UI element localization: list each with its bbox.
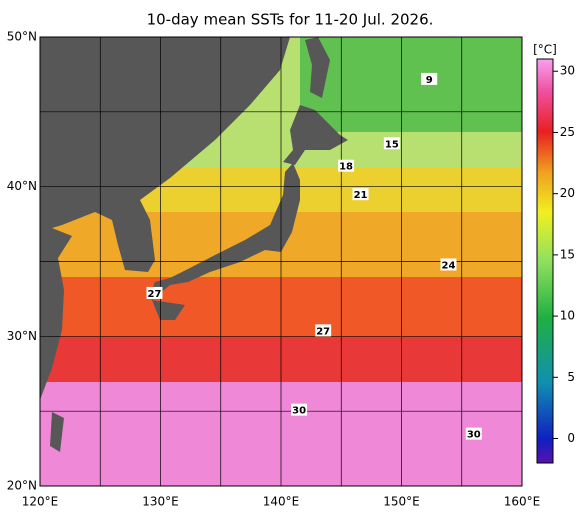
contour-label-box	[421, 72, 438, 85]
contour-label-box	[315, 324, 332, 337]
x-tick-label: 140°E	[263, 495, 300, 509]
contour-label-box	[383, 137, 400, 150]
y-tick-label: 20°N	[7, 479, 37, 493]
contour-label: 30	[467, 430, 481, 441]
contour-label: 27	[316, 326, 330, 337]
contour-label-box	[465, 427, 482, 440]
contour-label: 18	[339, 162, 353, 173]
contour-label: 15	[385, 139, 399, 150]
contour-label: 24	[442, 260, 456, 271]
land	[150, 163, 300, 320]
y-tick-label: 40°N	[7, 179, 37, 193]
x-tick-label: 160°E	[504, 495, 541, 509]
contour-label-box	[146, 286, 163, 299]
land	[305, 37, 330, 98]
contour-label: 21	[354, 190, 368, 201]
land	[40, 37, 290, 400]
colorbar	[536, 58, 554, 464]
contour-label-box	[440, 258, 457, 271]
contour-label-box	[338, 159, 355, 172]
colorbar-tick-label: 30	[560, 64, 575, 78]
land	[283, 105, 348, 165]
map-title: 10-day mean SSTs for 11-20 Jul. 2026.	[147, 11, 434, 29]
colorbar-tick-label: 15	[560, 247, 575, 261]
sea	[300, 37, 522, 132]
contour-label: 30	[292, 406, 306, 417]
colorbar-tick-label: 0	[567, 431, 575, 445]
x-tick-label: 130°E	[142, 495, 179, 509]
contour-label: 9	[426, 75, 433, 86]
y-tick-label: 50°N	[7, 30, 37, 44]
x-tick-label: 120°E	[22, 495, 59, 509]
contour-label-box	[352, 188, 369, 201]
map-frame	[39, 36, 523, 487]
x-tick-label: 150°E	[383, 495, 420, 509]
colorbar-tick-label: 5	[567, 370, 575, 384]
y-tick-label: 30°N	[7, 329, 37, 343]
land	[50, 412, 64, 452]
colorbar-tick-label: 20	[560, 186, 575, 200]
colorbar-unit: [°C]	[533, 43, 557, 57]
colorbar-tick-label: 10	[560, 309, 575, 323]
contour-label: 27	[148, 289, 162, 300]
colorbar-tick-label: 25	[560, 125, 575, 139]
contour-label-box	[291, 403, 308, 416]
